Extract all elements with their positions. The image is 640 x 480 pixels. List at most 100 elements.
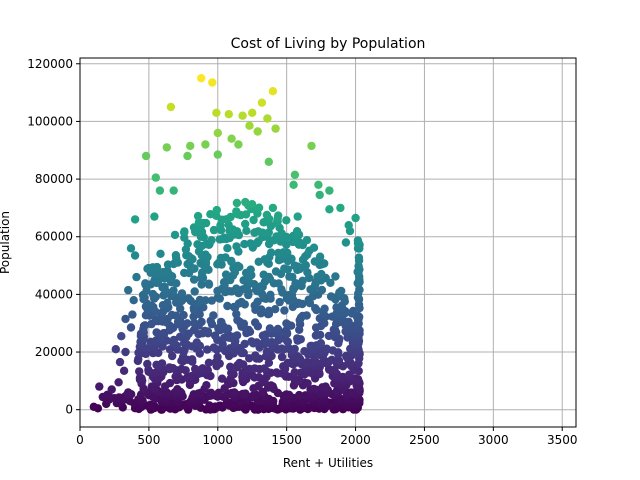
data-point bbox=[191, 364, 200, 374]
data-point bbox=[290, 261, 299, 270]
data-point bbox=[158, 342, 167, 351]
data-point bbox=[232, 207, 241, 216]
data-point bbox=[195, 295, 205, 305]
data-point bbox=[192, 338, 201, 347]
data-point bbox=[300, 347, 309, 356]
data-point bbox=[298, 276, 307, 285]
data-point bbox=[349, 306, 358, 316]
data-point bbox=[252, 390, 261, 400]
data-point bbox=[336, 203, 345, 213]
data-point bbox=[203, 345, 212, 354]
data-point bbox=[232, 284, 241, 293]
data-point bbox=[165, 363, 174, 372]
data-point bbox=[292, 227, 302, 236]
data-point bbox=[232, 198, 242, 208]
data-point bbox=[180, 227, 189, 236]
data-point bbox=[132, 272, 141, 282]
data-point bbox=[263, 114, 272, 123]
data-point bbox=[186, 141, 195, 151]
y-tick-label: 40000 bbox=[35, 287, 73, 301]
data-point bbox=[124, 285, 133, 295]
data-point bbox=[282, 390, 291, 399]
data-point bbox=[114, 378, 123, 387]
data-point bbox=[169, 186, 178, 195]
data-point bbox=[262, 210, 272, 220]
data-point bbox=[121, 347, 130, 357]
data-points bbox=[89, 74, 364, 414]
data-point bbox=[155, 186, 165, 195]
data-point bbox=[190, 318, 199, 328]
data-point bbox=[254, 227, 263, 236]
data-point bbox=[253, 297, 262, 306]
data-point bbox=[280, 264, 289, 273]
data-point bbox=[213, 293, 222, 302]
data-point bbox=[89, 402, 99, 411]
data-point bbox=[213, 352, 222, 362]
data-point bbox=[280, 306, 289, 315]
data-point bbox=[150, 212, 159, 221]
data-point bbox=[167, 310, 177, 320]
data-point bbox=[225, 287, 234, 296]
data-point bbox=[197, 317, 206, 327]
data-point bbox=[237, 297, 246, 307]
data-point bbox=[179, 310, 188, 320]
data-point bbox=[240, 339, 249, 349]
data-point bbox=[354, 253, 364, 262]
data-point bbox=[135, 367, 144, 376]
data-point bbox=[226, 362, 235, 371]
data-point bbox=[302, 311, 311, 320]
data-point bbox=[285, 272, 294, 281]
data-point bbox=[337, 286, 346, 296]
data-point bbox=[141, 279, 150, 288]
data-point bbox=[224, 110, 233, 119]
data-point bbox=[209, 225, 219, 235]
data-point bbox=[316, 330, 325, 340]
data-point bbox=[271, 267, 281, 276]
y-axis-label: Population bbox=[0, 211, 12, 274]
data-point bbox=[130, 215, 140, 224]
data-point bbox=[152, 262, 162, 272]
data-point bbox=[170, 230, 180, 240]
data-point bbox=[165, 378, 175, 388]
data-point bbox=[162, 143, 171, 152]
data-point bbox=[140, 321, 150, 330]
data-point bbox=[314, 180, 323, 189]
data-point bbox=[151, 173, 160, 182]
data-point bbox=[341, 238, 351, 247]
data-point bbox=[134, 354, 143, 364]
data-point bbox=[189, 275, 199, 284]
data-point bbox=[177, 289, 187, 298]
data-point bbox=[331, 272, 340, 281]
data-point bbox=[307, 141, 316, 151]
data-point bbox=[183, 151, 192, 161]
data-point bbox=[320, 304, 329, 313]
data-point bbox=[201, 140, 210, 149]
data-point bbox=[317, 285, 327, 295]
data-point bbox=[291, 279, 300, 288]
data-point bbox=[289, 180, 298, 189]
data-point bbox=[163, 388, 172, 398]
x-axis-ticks: 0 500 1000 1500 2000 2500 3000 3500 bbox=[76, 427, 577, 447]
data-point bbox=[111, 345, 121, 354]
data-point bbox=[282, 319, 291, 328]
data-point bbox=[277, 352, 287, 362]
data-point bbox=[232, 331, 242, 340]
data-point bbox=[166, 102, 176, 112]
chart-title: Cost of Living by Population bbox=[231, 36, 426, 52]
data-point bbox=[254, 203, 264, 212]
data-point bbox=[232, 242, 241, 251]
data-point bbox=[287, 254, 296, 263]
data-point bbox=[302, 358, 311, 367]
data-point bbox=[309, 243, 319, 252]
y-tick-label: 0 bbox=[65, 403, 73, 417]
data-point bbox=[241, 389, 250, 398]
data-point bbox=[279, 248, 288, 257]
data-point bbox=[213, 128, 222, 138]
data-point bbox=[115, 357, 125, 367]
x-tick-label: 1000 bbox=[203, 433, 234, 447]
data-point bbox=[264, 306, 274, 315]
data-point bbox=[254, 373, 264, 382]
y-tick-label: 80000 bbox=[35, 172, 73, 186]
data-point bbox=[275, 297, 284, 307]
data-point bbox=[230, 388, 239, 397]
